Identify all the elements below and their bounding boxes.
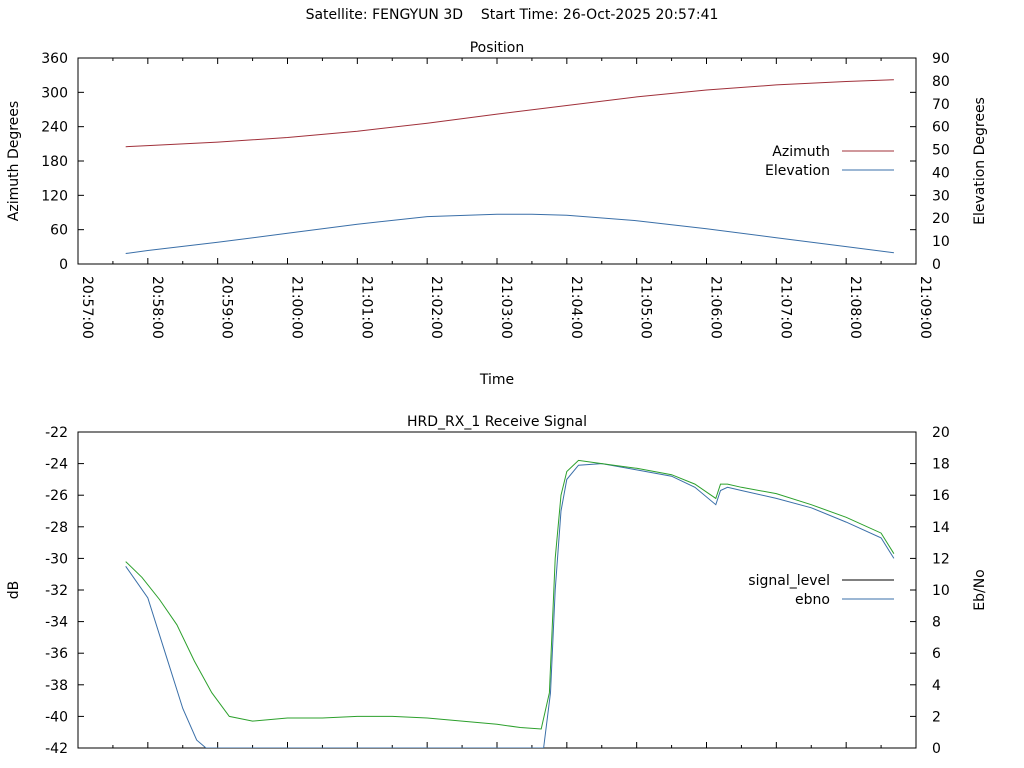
y-axis-label-0: Azimuth Degrees bbox=[6, 101, 22, 221]
y2-tick-label: 8 bbox=[932, 615, 941, 631]
x-tick-label: 21:01:00 bbox=[358, 276, 374, 339]
y-tick-label: -36 bbox=[45, 646, 68, 662]
y2-tick-label: 6 bbox=[932, 646, 941, 662]
y2-tick-label: 0 bbox=[932, 257, 941, 273]
x-axis-label-0: Time bbox=[479, 372, 514, 388]
y-tick-label: -22 bbox=[45, 425, 68, 441]
y2-tick-label: 4 bbox=[932, 678, 941, 694]
y2-axis-label-1: Eb/No bbox=[972, 569, 988, 611]
y2-tick-label: 90 bbox=[932, 51, 950, 67]
chart-title-1: HRD_RX_1 Receive Signal bbox=[407, 414, 587, 430]
x-tick-label: 20:57:00 bbox=[79, 276, 95, 339]
y-tick-label: -26 bbox=[45, 488, 68, 504]
y2-axis-label-0: Elevation Degrees bbox=[972, 97, 988, 225]
y2-tick-label: 30 bbox=[932, 188, 950, 204]
x-tick-label: 20:59:00 bbox=[219, 276, 235, 339]
y2-tick-label: 50 bbox=[932, 143, 950, 159]
start-time-label: Start Time: 26-Oct-2025 20:57:41 bbox=[480, 7, 719, 23]
y2-tick-label: 12 bbox=[932, 551, 950, 567]
y2-tick-label: 14 bbox=[932, 520, 950, 536]
legend-label-ebno: ebno bbox=[795, 592, 830, 608]
x-tick-label: 21:08:00 bbox=[847, 276, 863, 339]
y-tick-label: -32 bbox=[45, 583, 68, 599]
y-tick-label: 300 bbox=[41, 85, 68, 101]
x-tick-label: 20:58:00 bbox=[149, 276, 165, 339]
y-tick-label: 0 bbox=[59, 257, 68, 273]
y2-tick-label: 2 bbox=[932, 709, 941, 725]
y2-tick-label: 0 bbox=[932, 741, 941, 757]
y2-tick-label: 70 bbox=[932, 97, 950, 113]
y-tick-label: 60 bbox=[50, 223, 68, 239]
x-tick-label: 21:09:00 bbox=[917, 276, 933, 339]
legend-label-Azimuth: Azimuth bbox=[772, 144, 830, 160]
y2-tick-label: 60 bbox=[932, 120, 950, 136]
y-tick-label: -42 bbox=[45, 741, 68, 757]
y2-tick-label: 10 bbox=[932, 234, 950, 250]
y-tick-label: -28 bbox=[45, 520, 68, 536]
series-line-series-2 bbox=[125, 459, 895, 730]
x-tick-label: 21:04:00 bbox=[568, 276, 584, 339]
legend-label-signal_level: signal_level bbox=[748, 573, 830, 589]
y2-tick-label: 10 bbox=[932, 583, 950, 599]
legend-label-Elevation: Elevation bbox=[765, 163, 830, 179]
series-line-Elevation bbox=[125, 213, 894, 254]
x-tick-label: 21:05:00 bbox=[638, 276, 654, 339]
y-tick-label: -24 bbox=[45, 457, 68, 473]
satellite-label: Satellite: FENGYUN 3D bbox=[305, 7, 464, 23]
x-tick-label: 21:00:00 bbox=[289, 276, 305, 339]
y2-tick-label: 20 bbox=[932, 425, 950, 441]
y2-tick-label: 16 bbox=[932, 488, 950, 504]
y2-tick-label: 80 bbox=[932, 74, 950, 90]
plot-frame-1 bbox=[77, 431, 917, 749]
y-tick-label: -38 bbox=[45, 678, 68, 694]
y-tick-label: -30 bbox=[45, 551, 68, 567]
chart-header: Satellite: FENGYUN 3D Start Time: 26-Oct… bbox=[0, 7, 1024, 23]
y-tick-label: 240 bbox=[41, 120, 68, 136]
y2-tick-label: 18 bbox=[932, 457, 950, 473]
y-tick-label: -40 bbox=[45, 709, 68, 725]
y2-tick-label: 40 bbox=[932, 165, 950, 181]
y2-tick-label: 20 bbox=[932, 211, 950, 227]
series-line-ebno bbox=[125, 463, 895, 748]
chart-title-0: Position bbox=[470, 40, 525, 56]
x-tick-label: 21:06:00 bbox=[708, 276, 724, 339]
y-tick-label: -34 bbox=[45, 615, 68, 631]
x-tick-label: 21:07:00 bbox=[777, 276, 793, 339]
y-tick-label: 360 bbox=[41, 51, 68, 67]
plot-frame-0 bbox=[77, 57, 917, 265]
x-tick-label: 21:02:00 bbox=[428, 276, 444, 339]
y-tick-label: 180 bbox=[41, 154, 68, 170]
x-tick-label: 21:03:00 bbox=[498, 276, 514, 339]
y-tick-label: 120 bbox=[41, 188, 68, 204]
y-axis-label-1: dB bbox=[6, 581, 22, 600]
series-line-Azimuth bbox=[125, 79, 894, 148]
